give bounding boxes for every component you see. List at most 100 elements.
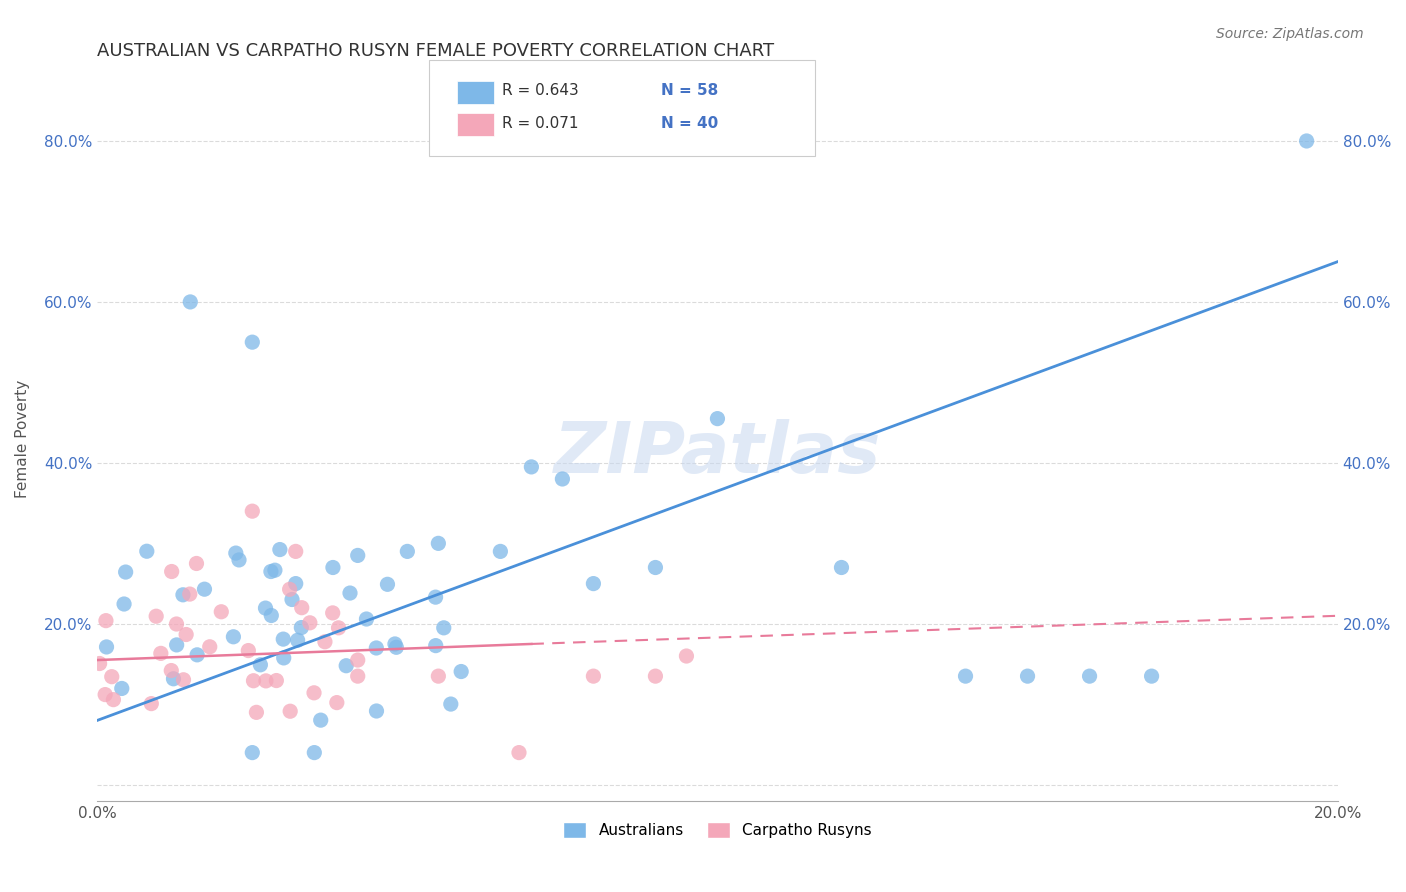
- Point: [706, 411, 728, 425]
- Point: [427, 669, 450, 683]
- Legend: Australians, Carpatho Rusyns: Australians, Carpatho Rusyns: [557, 815, 877, 844]
- Point: [450, 665, 472, 679]
- Point: [346, 549, 368, 563]
- Point: [145, 609, 167, 624]
- Point: [508, 746, 530, 760]
- Point: [385, 640, 408, 655]
- Point: [298, 615, 321, 630]
- Point: [186, 557, 208, 571]
- Point: [281, 592, 304, 607]
- Point: [209, 605, 232, 619]
- Point: [339, 586, 361, 600]
- Point: [266, 673, 288, 688]
- Point: [198, 640, 221, 654]
- Point: [186, 648, 208, 662]
- Point: [264, 563, 287, 577]
- Point: [433, 621, 456, 635]
- Point: [149, 646, 172, 660]
- Text: Source: ZipAtlas.com: Source: ZipAtlas.com: [1216, 27, 1364, 41]
- Point: [111, 681, 134, 696]
- Point: [955, 669, 977, 683]
- Point: [222, 630, 245, 644]
- Point: [96, 640, 118, 654]
- Point: [830, 560, 852, 574]
- Point: [551, 472, 574, 486]
- Point: [304, 746, 326, 760]
- Point: [287, 633, 309, 648]
- Point: [284, 544, 307, 558]
- Point: [249, 657, 271, 672]
- Point: [1017, 669, 1039, 683]
- Point: [290, 621, 312, 635]
- Point: [489, 544, 512, 558]
- Point: [675, 648, 697, 663]
- Point: [425, 639, 447, 653]
- Point: [179, 294, 201, 309]
- Text: AUSTRALIAN VS CARPATHO RUSYN FEMALE POVERTY CORRELATION CHART: AUSTRALIAN VS CARPATHO RUSYN FEMALE POVE…: [97, 42, 775, 60]
- Point: [271, 632, 294, 647]
- Point: [440, 697, 463, 711]
- Point: [582, 669, 605, 683]
- Point: [245, 706, 267, 720]
- Point: [162, 672, 184, 686]
- Point: [366, 640, 388, 655]
- Point: [322, 606, 344, 620]
- Point: [100, 670, 122, 684]
- Point: [141, 697, 163, 711]
- Point: [326, 696, 349, 710]
- Point: [135, 544, 157, 558]
- Point: [179, 587, 201, 601]
- Point: [346, 669, 368, 683]
- Point: [1140, 669, 1163, 683]
- Point: [377, 577, 399, 591]
- Point: [228, 553, 250, 567]
- Point: [425, 590, 447, 604]
- Point: [384, 637, 406, 651]
- Point: [193, 582, 215, 597]
- Point: [520, 459, 543, 474]
- Y-axis label: Female Poverty: Female Poverty: [15, 380, 30, 498]
- Point: [582, 576, 605, 591]
- Point: [278, 582, 301, 597]
- Point: [240, 746, 263, 760]
- Point: [291, 600, 314, 615]
- Point: [322, 560, 344, 574]
- Point: [1078, 669, 1101, 683]
- Point: [396, 544, 419, 558]
- Point: [273, 651, 295, 665]
- Point: [238, 643, 260, 657]
- Point: [269, 542, 291, 557]
- Point: [278, 704, 301, 718]
- Point: [103, 692, 125, 706]
- Point: [166, 617, 188, 632]
- Point: [366, 704, 388, 718]
- Point: [260, 565, 283, 579]
- Point: [112, 597, 135, 611]
- Text: N = 58: N = 58: [661, 84, 718, 98]
- Point: [309, 713, 332, 727]
- Point: [94, 614, 117, 628]
- Point: [644, 669, 666, 683]
- Point: [225, 546, 247, 560]
- Point: [166, 638, 188, 652]
- Point: [240, 335, 263, 350]
- Point: [172, 673, 194, 687]
- Point: [356, 612, 378, 626]
- Point: [346, 653, 368, 667]
- Point: [174, 627, 197, 641]
- Point: [114, 565, 136, 579]
- Point: [260, 608, 283, 623]
- Point: [160, 664, 183, 678]
- Point: [240, 504, 263, 518]
- Point: [328, 621, 350, 635]
- Text: ZIPatlas: ZIPatlas: [554, 418, 882, 488]
- Point: [427, 536, 450, 550]
- Point: [314, 634, 336, 648]
- Point: [172, 588, 194, 602]
- Point: [644, 560, 666, 574]
- Point: [254, 673, 277, 688]
- Point: [89, 657, 111, 671]
- Point: [1295, 134, 1317, 148]
- Point: [335, 658, 357, 673]
- Text: R = 0.071: R = 0.071: [502, 116, 578, 130]
